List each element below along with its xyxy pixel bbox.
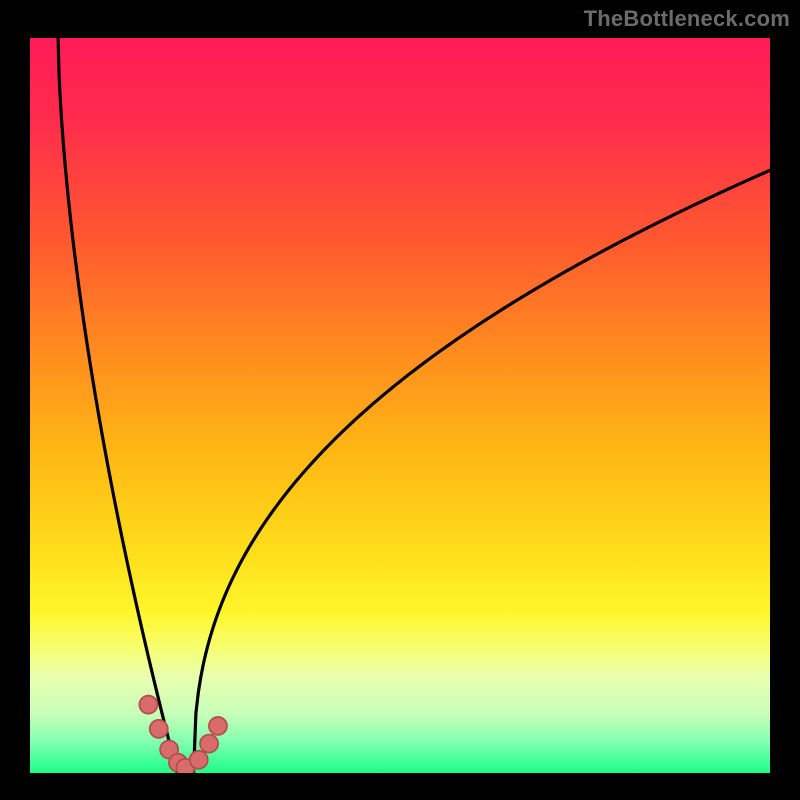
- valley-marker: [190, 751, 208, 769]
- chart-root: TheBottleneck.com: [0, 0, 800, 800]
- valley-marker: [200, 735, 218, 753]
- gradient-background: [30, 38, 770, 773]
- valley-marker: [139, 696, 157, 714]
- watermark-text: TheBottleneck.com: [584, 6, 790, 32]
- valley-marker: [150, 720, 168, 738]
- plot-svg: [30, 38, 770, 773]
- plot-area: [30, 38, 770, 773]
- valley-marker: [209, 717, 227, 735]
